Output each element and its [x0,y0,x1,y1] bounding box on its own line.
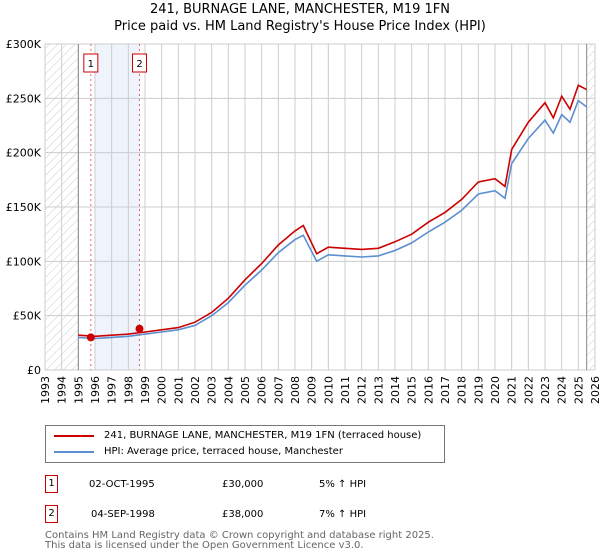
x-tick-label: 2006 [256,376,269,404]
x-tick-label: 2008 [289,376,302,404]
series-line [78,84,588,338]
sale-badge-label: 2 [136,59,142,70]
x-tick-label: 2011 [339,376,352,404]
x-tick-label: 2019 [472,376,485,404]
y-tick-label: £300K [6,38,42,51]
x-tick-label: 2001 [172,376,185,404]
x-tick-label: 2004 [222,376,235,404]
x-tick-label: 2018 [456,376,469,404]
transaction-badge: 1 [45,475,58,493]
transaction-date: 02-OCT-1995 [89,479,155,490]
x-tick-label: 2012 [356,376,369,404]
x-tick-label: 2025 [572,376,585,404]
chart-title: 241, BURNAGE LANE, MANCHESTER, M19 1FN [150,2,450,17]
sale-badge [132,53,147,73]
x-tick-label: 2016 [422,376,435,404]
x-tick-label: 2014 [389,376,402,404]
y-tick-label: £50K [13,310,42,323]
x-tick-label: 2005 [239,376,252,404]
x-tick-label: 1995 [72,376,85,404]
x-tick-label: 2017 [439,376,452,404]
x-tick-label: 2013 [372,376,385,404]
legend-swatch-blue [54,450,94,453]
transaction-date: 04-SEP-1998 [91,509,155,520]
x-tick-label: 1993 [39,376,52,404]
sale-badge-label: 1 [88,59,94,70]
sale-point [135,324,144,333]
legend: 241, BURNAGE LANE, MANCHESTER, M19 1FN (… [45,425,445,463]
legend-item-hpi: HPI: Average price, terraced house, Manc… [54,446,343,457]
footer-licence: This data is licensed under the Open Gov… [45,540,364,551]
legend-swatch-red [54,434,94,437]
x-tick-label: 2022 [522,376,535,404]
price-chart: 1 2 1993 1994 1995 1996 1997 1998 1999 2000 2001 20… [6,38,600,404]
transaction-price: £38,000 [222,509,264,520]
legend-label: HPI: Average price, terraced house, Manc… [104,446,343,457]
y-tick-label: £200K [6,147,42,160]
legend-item-property: 241, BURNAGE LANE, MANCHESTER, M19 1FN (… [54,430,421,441]
x-tick-label: 2000 [156,376,169,404]
sale-badge [83,53,99,73]
y-tick-label: £150K [6,201,42,214]
chart-subtitle: Price paid vs. HM Land Registry's House … [114,19,486,34]
x-tick-label: 2010 [322,376,335,404]
transaction-hpi: 5% ↑ HPI [319,479,367,490]
footer-copyright: Contains HM Land Registry data © Crown c… [45,530,434,541]
x-tick-label: 2002 [189,376,202,404]
x-tick-label: 1994 [56,376,69,404]
x-tick-label: 2015 [406,376,419,404]
series-line [78,99,588,340]
x-tick-label: 2020 [489,376,502,404]
x-tick-label: 1997 [106,376,119,404]
footer: Contains HM Land Registry data © Crown c… [45,531,434,551]
y-tick-label: £250K [6,92,42,105]
x-tick-label: 2021 [506,376,519,404]
transaction-hpi: 7% ↑ HPI [319,509,367,520]
legend-label: 241, BURNAGE LANE, MANCHESTER, M19 1FN (… [104,430,422,441]
sale-point [86,333,95,342]
transaction-row: 1 02-OCT-1995 £30,000 5% ↑ HPI [45,475,445,495]
x-tick-label: 2009 [306,376,319,404]
y-tick-label: £0 [27,364,41,377]
transaction-badge: 2 [45,505,58,523]
y-tick-label: £100K [6,255,42,268]
x-tick-label: 2007 [272,376,285,404]
x-tick-label: 2003 [206,376,219,404]
transaction-price: £30,000 [222,479,264,490]
x-tick-label: 2026 [589,376,600,404]
x-tick-label: 1999 [139,376,152,404]
x-tick-label: 1996 [89,376,102,404]
x-tick-label: 2024 [556,376,569,404]
x-tick-label: 2023 [539,376,552,404]
transaction-row: 2 04-SEP-1998 £38,000 7% ↑ HPI [45,505,445,525]
x-tick-label: 1998 [122,376,135,404]
